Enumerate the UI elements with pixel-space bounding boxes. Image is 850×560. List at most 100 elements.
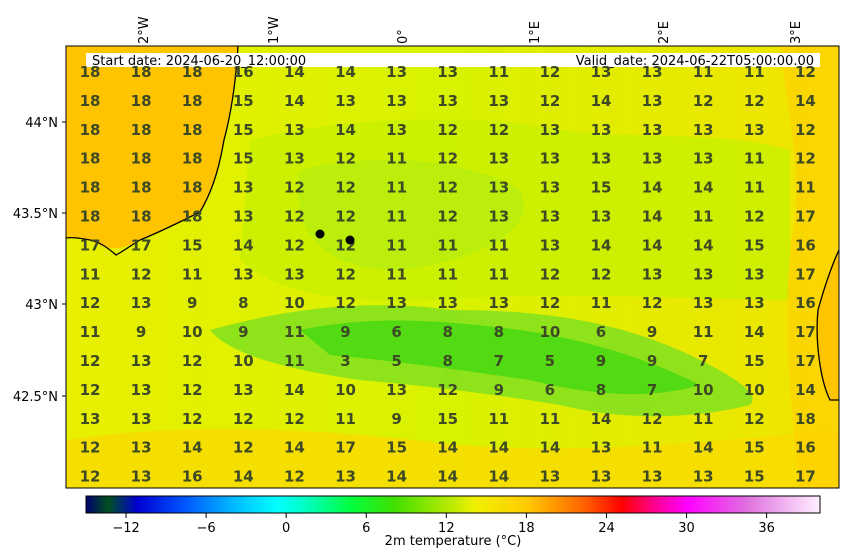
temperature-value: 12 <box>795 63 816 81</box>
temperature-value: 9 <box>494 381 504 399</box>
temperature-value: 12 <box>437 208 458 226</box>
temperature-value: 18 <box>131 208 152 226</box>
temperature-value: 14 <box>182 439 203 457</box>
lon-label-2e: 2°E <box>657 21 672 44</box>
colorbar-label: 2m temperature (°C) <box>385 534 522 549</box>
temperature-value: 11 <box>437 265 458 283</box>
temperature-value: 9 <box>238 323 248 341</box>
temperature-value: 11 <box>744 63 765 81</box>
temperature-value: 14 <box>284 439 305 457</box>
temperature-value: 11 <box>80 323 101 341</box>
temperature-value: 14 <box>539 439 560 457</box>
station-marker-b[interactable] <box>345 235 355 245</box>
temperature-value: 15 <box>233 92 254 110</box>
colorbar-tick-label: 30 <box>678 521 695 536</box>
temperature-value: 13 <box>131 381 152 399</box>
temperature-value: 18 <box>80 63 101 81</box>
temperature-value: 9 <box>647 323 657 341</box>
lon-label-0: 0° <box>396 29 411 44</box>
temperature-value: 12 <box>335 208 356 226</box>
temperature-value: 13 <box>693 121 714 139</box>
temperature-value: 18 <box>795 410 816 428</box>
temperature-value: 13 <box>437 294 458 312</box>
temperature-value: 12 <box>335 179 356 197</box>
temperature-value: 13 <box>693 265 714 283</box>
temperature-value: 13 <box>744 294 765 312</box>
temperature-value: 12 <box>539 294 560 312</box>
lat-label-44n: 44°N <box>25 116 58 131</box>
temperature-value: 14 <box>488 439 509 457</box>
temperature-value: 17 <box>131 236 152 254</box>
temperature-value: 13 <box>386 121 407 139</box>
temperature-value: 11 <box>795 179 816 197</box>
lat-label-43-5n: 43.5°N <box>13 207 58 222</box>
temperature-value: 15 <box>744 236 765 254</box>
temperature-value: 11 <box>284 323 305 341</box>
temperature-value: 14 <box>693 179 714 197</box>
temperature-value: 18 <box>182 63 203 81</box>
temperature-value: 11 <box>488 236 509 254</box>
temperature-value: 17 <box>795 323 816 341</box>
temperature-value: 14 <box>591 410 612 428</box>
temperature-value: 11 <box>386 179 407 197</box>
temperature-value: 13 <box>437 63 458 81</box>
temperature-value: 18 <box>80 208 101 226</box>
start-date-label: Start date: 2024-06-20_12:00:00 <box>92 54 306 69</box>
temperature-value: 11 <box>80 265 101 283</box>
temperature-value: 11 <box>386 150 407 168</box>
temperature-value: 8 <box>442 323 452 341</box>
temperature-value: 11 <box>693 323 714 341</box>
temperature-value: 16 <box>795 439 816 457</box>
latitude-labels: 44°N 43.5°N 43°N 42.5°N <box>13 116 66 405</box>
temperature-value: 18 <box>131 150 152 168</box>
temperature-value: 6 <box>545 381 555 399</box>
temperature-value: 12 <box>437 121 458 139</box>
temperature-value: 13 <box>744 121 765 139</box>
temperature-value: 14 <box>795 92 816 110</box>
lat-label-43n: 43°N <box>25 298 58 313</box>
temperature-value: 17 <box>795 468 816 486</box>
temperature-value: 15 <box>744 468 765 486</box>
temperature-value: 18 <box>182 150 203 168</box>
temperature-value: 8 <box>596 381 606 399</box>
temperature-value: 9 <box>340 323 350 341</box>
temperature-value: 18 <box>182 121 203 139</box>
temperature-value: 8 <box>494 323 504 341</box>
temperature-value: 17 <box>335 439 356 457</box>
colorbar-tick-label: 6 <box>362 521 370 536</box>
temperature-value: 12 <box>437 381 458 399</box>
temperature-value: 7 <box>494 352 504 370</box>
temperature-value: 9 <box>647 352 657 370</box>
valid-date-label: Valid_date: 2024-06-22T05:00:00.00 <box>576 54 814 69</box>
temperature-value: 12 <box>693 92 714 110</box>
temperature-value: 11 <box>488 63 509 81</box>
temperature-value: 13 <box>539 468 560 486</box>
temperature-value: 12 <box>131 265 152 283</box>
temperature-value: 12 <box>182 410 203 428</box>
temperature-value: 12 <box>80 352 101 370</box>
temperature-value: 12 <box>335 294 356 312</box>
temperature-value: 18 <box>182 179 203 197</box>
temperature-value: 11 <box>386 265 407 283</box>
temperature-value: 13 <box>233 208 254 226</box>
temperature-value: 13 <box>437 92 458 110</box>
temperature-value: 13 <box>488 150 509 168</box>
temperature-value: 17 <box>80 236 101 254</box>
station-marker-a[interactable] <box>315 229 325 239</box>
temperature-value: 13 <box>539 208 560 226</box>
temperature-value: 12 <box>642 294 663 312</box>
temperature-value: 11 <box>488 265 509 283</box>
temperature-value: 18 <box>131 121 152 139</box>
temperature-value: 9 <box>136 323 146 341</box>
temperature-value: 14 <box>284 63 305 81</box>
temperature-value: 13 <box>284 121 305 139</box>
temperature-value: 13 <box>131 439 152 457</box>
temperature-value: 14 <box>335 63 356 81</box>
temperature-value: 13 <box>386 381 407 399</box>
temperature-value: 14 <box>488 468 509 486</box>
temperature-value: 13 <box>233 265 254 283</box>
temperature-value: 11 <box>693 63 714 81</box>
temperature-value: 14 <box>437 468 458 486</box>
temperature-value: 13 <box>335 468 356 486</box>
